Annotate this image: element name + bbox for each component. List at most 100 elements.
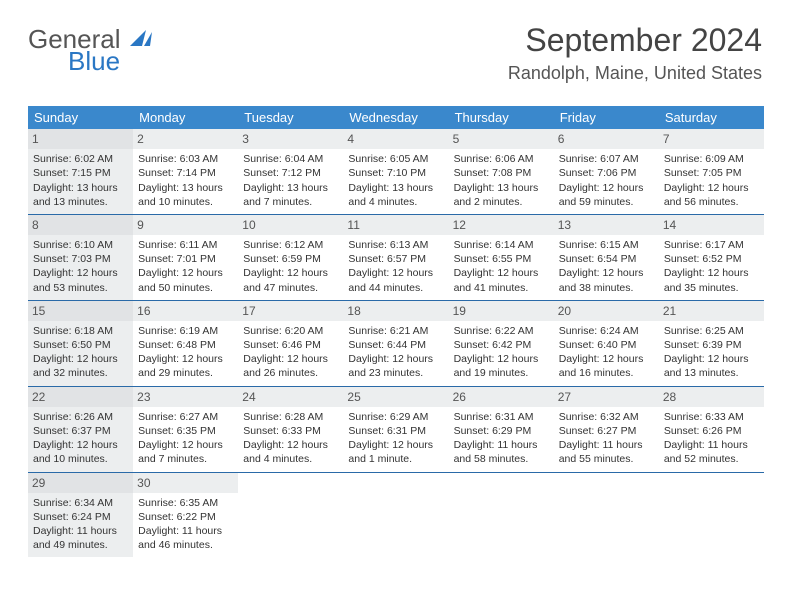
day-details: Sunrise: 6:04 AMSunset: 7:12 PMDaylight:… (243, 152, 338, 209)
day-number: 12 (449, 215, 554, 235)
day-cell: 5Sunrise: 6:06 AMSunset: 7:08 PMDaylight… (449, 129, 554, 214)
empty-cell (238, 473, 343, 558)
weekday-label: Monday (133, 106, 238, 129)
day-details: Sunrise: 6:14 AMSunset: 6:55 PMDaylight:… (454, 238, 549, 295)
day-cell: 29 Sunrise: 6:34 AMSunset: 6:24 PMDayligh… (28, 473, 133, 558)
day-details: Sunrise: 6:09 AMSunset: 7:05 PMDaylight:… (664, 152, 759, 209)
day-cell: 13Sunrise: 6:15 AMSunset: 6:54 PMDayligh… (554, 215, 659, 300)
day-number: 22 (28, 387, 133, 407)
day-details: Sunrise: 6:19 AMSunset: 6:48 PMDaylight:… (138, 324, 233, 381)
weekday-label: Thursday (449, 106, 554, 129)
day-number: 21 (659, 301, 764, 321)
day-details: Sunrise: 6:10 AMSunset: 7:03 PMDaylight:… (33, 238, 128, 295)
day-cell: 28 Sunrise: 6:33 AMSunset: 6:26 PMDayligh… (659, 387, 764, 472)
day-cell: 11 Sunrise: 6:13 AMSunset: 6:57 PMDayligh… (343, 215, 448, 300)
day-details: Sunrise: 6:15 AMSunset: 6:54 PMDaylight:… (559, 238, 654, 295)
day-cell: 23 Sunrise: 6:27 AMSunset: 6:35 PMDayligh… (133, 387, 238, 472)
day-cell: 4Sunrise: 6:05 AMSunset: 7:10 PMDaylight… (343, 129, 448, 214)
day-number: 30 (133, 473, 238, 493)
day-cell: 30 Sunrise: 6:35 AMSunset: 6:22 PMDayligh… (133, 473, 238, 558)
day-number: 16 (133, 301, 238, 321)
weekday-label: Friday (554, 106, 659, 129)
day-number: 14 (659, 215, 764, 235)
day-number: 1 (28, 129, 133, 149)
day-details: Sunrise: 6:27 AMSunset: 6:35 PMDaylight:… (138, 410, 233, 467)
day-details: Sunrise: 6:03 AMSunset: 7:14 PMDaylight:… (138, 152, 233, 209)
day-details: Sunrise: 6:24 AMSunset: 6:40 PMDaylight:… (559, 324, 654, 381)
week-row: 29 Sunrise: 6:34 AMSunset: 6:24 PMDayligh… (28, 472, 764, 558)
day-cell: 17Sunrise: 6:20 AMSunset: 6:46 PMDayligh… (238, 301, 343, 386)
day-details: Sunrise: 6:32 AMSunset: 6:27 PMDaylight:… (559, 410, 654, 467)
day-cell: 21 Sunrise: 6:25 AMSunset: 6:39 PMDayligh… (659, 301, 764, 386)
day-details: Sunrise: 6:07 AMSunset: 7:06 PMDaylight:… (559, 152, 654, 209)
day-number: 29 (28, 473, 133, 493)
day-details: Sunrise: 6:12 AMSunset: 6:59 PMDaylight:… (243, 238, 338, 295)
day-details: Sunrise: 6:33 AMSunset: 6:26 PMDaylight:… (664, 410, 759, 467)
week-row: 15Sunrise: 6:18 AMSunset: 6:50 PMDayligh… (28, 300, 764, 386)
day-number: 20 (554, 301, 659, 321)
day-cell: 27 Sunrise: 6:32 AMSunset: 6:27 PMDayligh… (554, 387, 659, 472)
week-row: 1Sunrise: 6:02 AMSunset: 7:15 PMDaylight… (28, 129, 764, 214)
calendar: SundayMondayTuesdayWednesdayThursdayFrid… (28, 106, 764, 557)
day-cell: 2Sunrise: 6:03 AMSunset: 7:14 PMDaylight… (133, 129, 238, 214)
day-number: 24 (238, 387, 343, 407)
day-details: Sunrise: 6:34 AMSunset: 6:24 PMDaylight:… (33, 496, 128, 553)
day-cell: 16 Sunrise: 6:19 AMSunset: 6:48 PMDayligh… (133, 301, 238, 386)
weekday-label: Saturday (659, 106, 764, 129)
day-details: Sunrise: 6:13 AMSunset: 6:57 PMDaylight:… (348, 238, 443, 295)
day-cell: 25 Sunrise: 6:29 AMSunset: 6:31 PMDayligh… (343, 387, 448, 472)
day-number: 6 (554, 129, 659, 149)
day-number: 27 (554, 387, 659, 407)
day-cell: 12 Sunrise: 6:14 AMSunset: 6:55 PMDayligh… (449, 215, 554, 300)
day-number: 8 (28, 215, 133, 235)
empty-cell (449, 473, 554, 558)
day-cell: 24 Sunrise: 6:28 AMSunset: 6:33 PMDayligh… (238, 387, 343, 472)
weekday-header: SundayMondayTuesdayWednesdayThursdayFrid… (28, 106, 764, 129)
weekday-label: Sunday (28, 106, 133, 129)
day-details: Sunrise: 6:21 AMSunset: 6:44 PMDaylight:… (348, 324, 443, 381)
day-details: Sunrise: 6:22 AMSunset: 6:42 PMDaylight:… (454, 324, 549, 381)
day-details: Sunrise: 6:11 AMSunset: 7:01 PMDaylight:… (138, 238, 233, 295)
day-cell: 20 Sunrise: 6:24 AMSunset: 6:40 PMDayligh… (554, 301, 659, 386)
day-cell: 1Sunrise: 6:02 AMSunset: 7:15 PMDaylight… (28, 129, 133, 214)
empty-cell (343, 473, 448, 558)
day-cell: 3 Sunrise: 6:04 AMSunset: 7:12 PMDaylight… (238, 129, 343, 214)
day-number: 19 (449, 301, 554, 321)
day-number: 18 (343, 301, 448, 321)
day-cell: 10Sunrise: 6:12 AMSunset: 6:59 PMDayligh… (238, 215, 343, 300)
weekday-label: Tuesday (238, 106, 343, 129)
day-number: 26 (449, 387, 554, 407)
day-details: Sunrise: 6:25 AMSunset: 6:39 PMDaylight:… (664, 324, 759, 381)
day-number: 23 (133, 387, 238, 407)
title-block: September 2024 Randolph, Maine, United S… (508, 22, 762, 84)
day-number: 9 (133, 215, 238, 235)
day-cell: 19 Sunrise: 6:22 AMSunset: 6:42 PMDayligh… (449, 301, 554, 386)
day-details: Sunrise: 6:18 AMSunset: 6:50 PMDaylight:… (33, 324, 128, 381)
day-number: 17 (238, 301, 343, 321)
day-number: 25 (343, 387, 448, 407)
day-cell: 9 Sunrise: 6:11 AMSunset: 7:01 PMDaylight… (133, 215, 238, 300)
day-cell: 18 Sunrise: 6:21 AMSunset: 6:44 PMDayligh… (343, 301, 448, 386)
location: Randolph, Maine, United States (508, 63, 762, 84)
day-number: 11 (343, 215, 448, 235)
day-number: 28 (659, 387, 764, 407)
logo-line2: Blue (68, 46, 120, 77)
day-details: Sunrise: 6:26 AMSunset: 6:37 PMDaylight:… (33, 410, 128, 467)
day-details: Sunrise: 6:29 AMSunset: 6:31 PMDaylight:… (348, 410, 443, 467)
week-row: 8 Sunrise: 6:10 AMSunset: 7:03 PMDaylight… (28, 214, 764, 300)
day-cell: 15Sunrise: 6:18 AMSunset: 6:50 PMDayligh… (28, 301, 133, 386)
day-cell: 26Sunrise: 6:31 AMSunset: 6:29 PMDayligh… (449, 387, 554, 472)
day-cell: 8 Sunrise: 6:10 AMSunset: 7:03 PMDaylight… (28, 215, 133, 300)
month-title: September 2024 (508, 22, 762, 59)
day-cell: 6 Sunrise: 6:07 AMSunset: 7:06 PMDaylight… (554, 129, 659, 214)
day-details: Sunrise: 6:28 AMSunset: 6:33 PMDaylight:… (243, 410, 338, 467)
day-details: Sunrise: 6:35 AMSunset: 6:22 PMDaylight:… (138, 496, 233, 553)
day-number: 3 (238, 129, 343, 149)
weekday-label: Wednesday (343, 106, 448, 129)
day-cell: 22 Sunrise: 6:26 AMSunset: 6:37 PMDayligh… (28, 387, 133, 472)
empty-cell (659, 473, 764, 558)
day-details: Sunrise: 6:05 AMSunset: 7:10 PMDaylight:… (348, 152, 443, 209)
empty-cell (554, 473, 659, 558)
week-row: 22 Sunrise: 6:26 AMSunset: 6:37 PMDayligh… (28, 386, 764, 472)
day-number: 5 (449, 129, 554, 149)
